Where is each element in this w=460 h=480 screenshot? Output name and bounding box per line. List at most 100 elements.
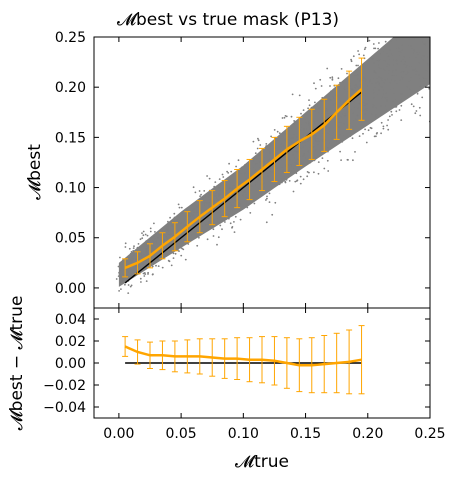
scatter-point [426, 62, 429, 64]
scatter-point [428, 17, 430, 19]
scatter-point [265, 199, 267, 201]
scatter-point [168, 230, 171, 232]
scatter-point [400, 104, 403, 107]
scatter-point [197, 204, 200, 206]
scatter-point [208, 226, 211, 229]
scatter-point [353, 74, 356, 77]
scatter-point [148, 239, 151, 242]
scatter-point [209, 217, 212, 220]
main-ytick-label: 0.15 [55, 130, 86, 146]
scatter-point [402, 21, 404, 23]
scatter-point [410, 35, 412, 37]
scatter-point [407, 44, 410, 47]
x-tick-label: 0.25 [414, 426, 445, 442]
scatter-point [349, 135, 352, 138]
scatter-point [219, 224, 222, 227]
scatter-point [284, 181, 287, 184]
scatter-point [315, 157, 317, 159]
scatter-point [386, 65, 388, 68]
scatter-point [314, 101, 316, 104]
scatter-point [198, 190, 201, 192]
scatter-point [149, 227, 152, 230]
scatter-point [301, 155, 304, 158]
scatter-point [122, 273, 124, 276]
scatter-point [131, 259, 134, 262]
scatter-point [246, 185, 249, 187]
scatter-point [421, 41, 424, 44]
scatter-point [407, 80, 410, 83]
scatter-point [156, 236, 159, 239]
scatter-point [342, 115, 345, 117]
scatter-point [369, 79, 371, 82]
scatter-point [364, 46, 367, 49]
scatter-point [284, 163, 287, 166]
scatter-point [393, 29, 395, 31]
scatter-point [217, 195, 220, 197]
scatter-point [308, 104, 311, 107]
scatter-point [217, 221, 220, 224]
scatter-point [143, 263, 145, 265]
scatter-point [400, 119, 403, 121]
scatter-point [257, 179, 260, 181]
scatter-point [384, 78, 387, 81]
scatter-point [141, 232, 143, 235]
scatter-point [212, 228, 215, 231]
scatter-point [412, 105, 415, 108]
scatter-point [203, 204, 206, 207]
scatter-point [292, 167, 295, 170]
scatter-point [354, 86, 356, 89]
scatter-point [146, 249, 149, 252]
scatter-point [338, 134, 341, 136]
scatter-cloud [115, 17, 434, 294]
scatter-point [227, 213, 229, 216]
scatter-point [263, 185, 266, 188]
scatter-point [167, 233, 170, 236]
main-ytick-label: 0.25 [55, 30, 86, 46]
scatter-point [316, 140, 319, 143]
scatter-point [362, 54, 365, 57]
scatter-point [292, 153, 295, 156]
scatter-point [140, 252, 143, 254]
scatter-point [126, 269, 129, 272]
scatter-point [420, 57, 423, 59]
scatter-point [313, 171, 315, 174]
scatter-point [235, 165, 238, 168]
scatter-point [375, 115, 377, 118]
scatter-point [367, 99, 370, 102]
scatter-point [258, 166, 261, 169]
scatter-point [171, 223, 174, 225]
scatter-point [164, 235, 167, 238]
scatter-point [419, 80, 422, 83]
scatter-point [217, 186, 220, 188]
scatter-point [294, 180, 297, 183]
scatter-point [339, 100, 342, 102]
scatter-point [181, 212, 183, 215]
scatter-point [119, 256, 121, 259]
scatter-point [129, 285, 132, 288]
scatter-point [132, 247, 135, 250]
scatter-point [251, 185, 253, 188]
scatter-point [169, 250, 171, 253]
scatter-point [341, 81, 344, 84]
scatter-point [432, 57, 434, 59]
scatter-point [335, 139, 338, 142]
scatter-point [253, 202, 256, 205]
scatter-point [270, 179, 272, 182]
scatter-point [280, 143, 282, 146]
scatter-point [134, 258, 137, 261]
scatter-point [176, 215, 179, 217]
scatter-point [290, 115, 293, 118]
scatter-point [419, 85, 421, 87]
scatter-point [262, 174, 265, 177]
scatter-point [206, 223, 209, 226]
scatter-point [392, 87, 395, 90]
scatter-point [346, 90, 349, 93]
scatter-point [379, 53, 381, 55]
scatter-point [336, 106, 339, 108]
scatter-point [396, 62, 399, 65]
scatter-point [218, 193, 220, 195]
scatter-point [408, 65, 410, 68]
scatter-point [362, 76, 365, 78]
scatter-point [218, 178, 221, 181]
